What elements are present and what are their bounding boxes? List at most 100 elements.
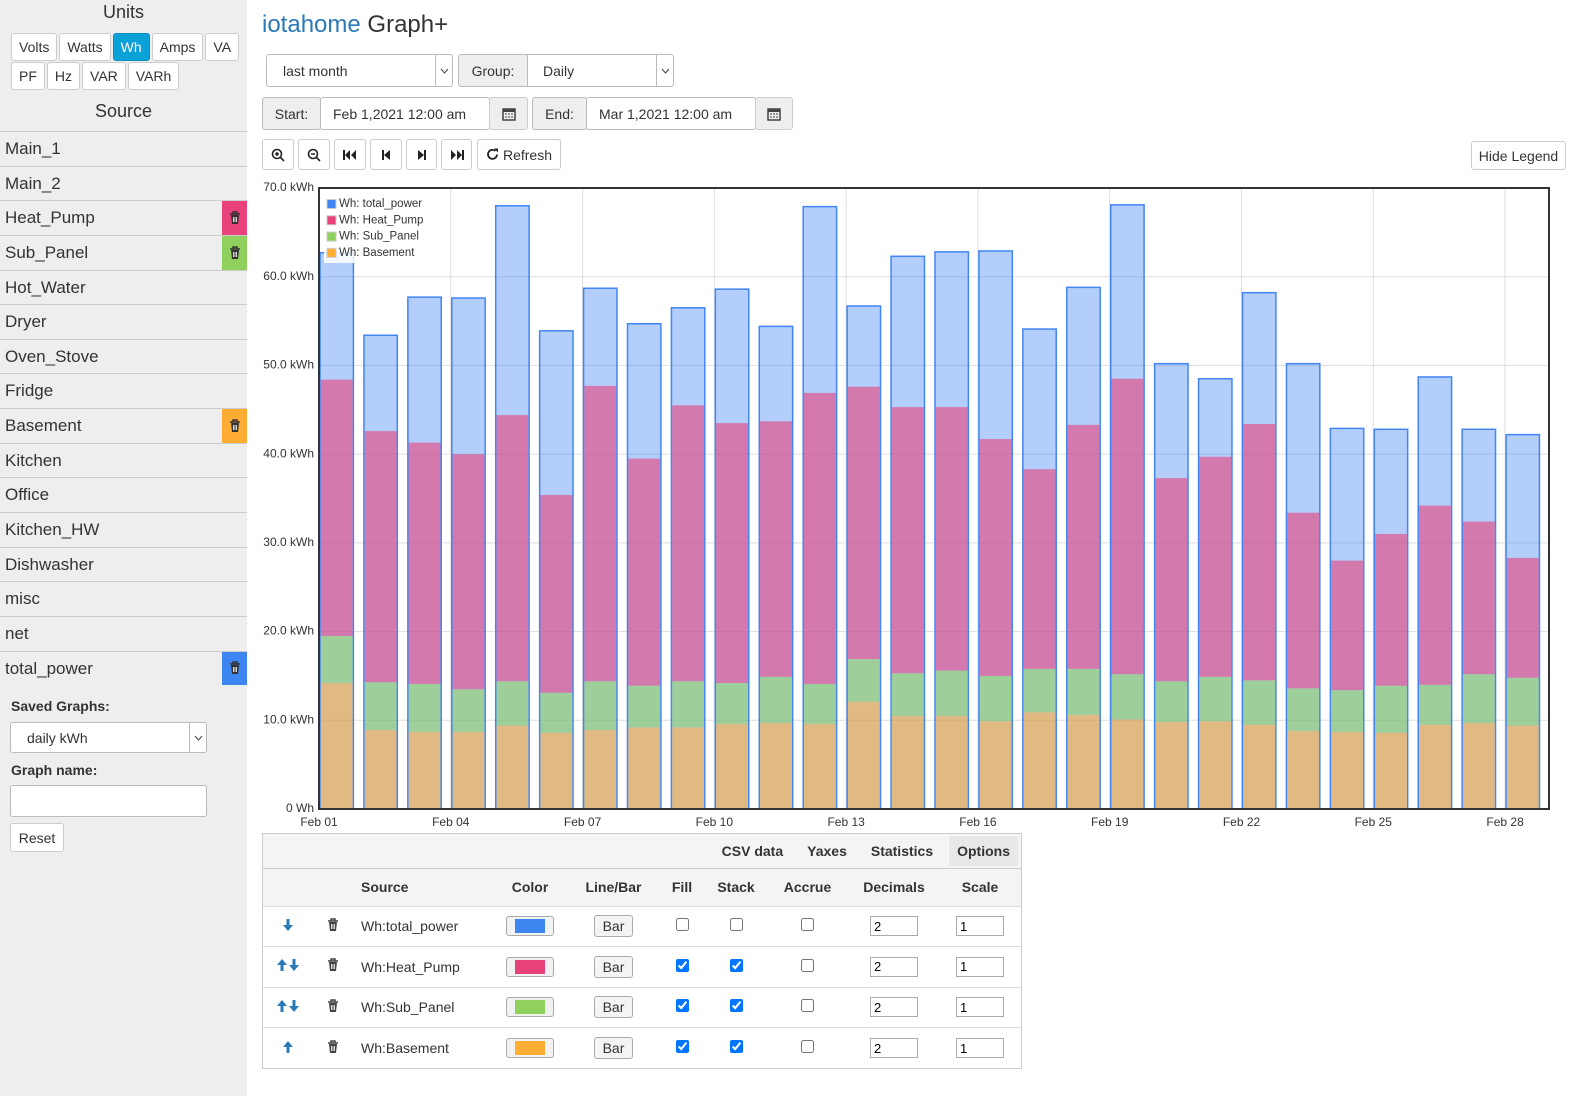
arrow-up[interactable] — [282, 1040, 294, 1054]
bar-segment — [1243, 724, 1276, 809]
first[interactable] — [334, 139, 366, 170]
unit-button[interactable]: Amps — [151, 33, 204, 61]
tab[interactable]: CSV data — [721, 843, 784, 859]
unit-button[interactable]: Volts — [11, 33, 58, 61]
source-item[interactable]: Main_1 — [0, 131, 247, 166]
source-item[interactable]: Kitchen — [0, 442, 247, 478]
delete-source[interactable] — [222, 651, 247, 686]
fill-checkbox[interactable] — [675, 918, 689, 932]
hide-legend-button[interactable]: Hide Legend — [1471, 141, 1566, 170]
delete-source[interactable] — [222, 235, 247, 270]
previous[interactable] — [370, 139, 402, 170]
color-picker[interactable] — [506, 997, 554, 1018]
stack-checkbox[interactable] — [729, 958, 743, 972]
graph-name-input[interactable] — [10, 785, 207, 817]
reset-button[interactable]: Reset — [10, 823, 64, 852]
unit-button[interactable]: Watts — [59, 33, 111, 61]
move-arrows[interactable] — [263, 905, 313, 947]
source-item[interactable]: Kitchen_HW — [0, 512, 247, 547]
tabs: CSV data Yaxes Statistics Options — [263, 834, 1021, 869]
stack-checkbox[interactable] — [729, 918, 743, 932]
accrue-checkbox[interactable] — [801, 1040, 814, 1053]
source-item[interactable]: Dryer — [0, 304, 247, 339]
end-calendar[interactable] — [755, 97, 793, 130]
unit-button[interactable]: PF — [11, 62, 45, 90]
delete-source[interactable] — [222, 409, 247, 443]
source-item[interactable]: Oven_Stove — [0, 338, 247, 374]
start-calendar[interactable] — [489, 97, 528, 130]
line-bar-button[interactable]: Bar — [593, 915, 634, 938]
delete[interactable] — [313, 946, 353, 987]
arrow-down[interactable] — [282, 918, 294, 932]
color-picker[interactable] — [506, 956, 554, 977]
move-arrows[interactable] — [263, 986, 313, 1028]
scale-input[interactable] — [956, 997, 1004, 1018]
source-item[interactable]: Dishwasher — [0, 546, 247, 582]
line-bar-button[interactable]: Bar — [593, 955, 634, 978]
source-item[interactable]: misc — [0, 581, 247, 616]
accrue-checkbox[interactable] — [801, 999, 814, 1013]
decimals-input[interactable] — [870, 956, 918, 977]
source-item[interactable]: total_power — [0, 650, 247, 686]
source-item[interactable]: Heat_Pump — [0, 200, 247, 235]
line-bar-button[interactable]: Bar — [593, 1037, 634, 1059]
bar-segment — [803, 392, 836, 684]
source-item[interactable]: Hot_Water — [0, 269, 247, 305]
scale-input[interactable] — [956, 916, 1004, 937]
accrue-checkbox[interactable] — [801, 958, 814, 972]
scale-input[interactable] — [956, 1038, 1004, 1058]
period-select[interactable]: last month — [266, 54, 453, 87]
source-item[interactable]: Office — [0, 477, 247, 512]
delete[interactable] — [313, 1027, 353, 1068]
arrow-down[interactable] — [288, 999, 300, 1013]
unit-button[interactable]: Hz — [46, 62, 81, 90]
decimals-input[interactable] — [870, 997, 918, 1018]
zoom-out[interactable] — [298, 139, 330, 170]
y-tick-label: 0 Wh — [286, 801, 314, 815]
move-arrows[interactable] — [263, 1027, 313, 1068]
unit-button[interactable]: Wh — [112, 33, 150, 61]
next[interactable] — [406, 139, 437, 170]
rows: Wh:total_powerBarWh:Heat_PumpBarWh:Sub_P… — [263, 905, 1021, 1068]
last[interactable] — [441, 139, 472, 170]
color-picker[interactable] — [506, 1038, 554, 1058]
fill-checkbox[interactable] — [675, 999, 689, 1013]
source-name: Hot_Water — [5, 277, 86, 297]
start-input[interactable]: Feb 1,2021 12:00 am — [320, 97, 490, 130]
tab[interactable]: Statistics — [870, 843, 934, 859]
arrow-up[interactable] — [276, 999, 288, 1013]
tab[interactable]: Options — [949, 836, 1018, 866]
unit-button[interactable]: VAR — [82, 62, 126, 90]
group-select[interactable]: Daily — [527, 54, 674, 87]
stack-checkbox[interactable] — [729, 999, 743, 1013]
saved-graph-select[interactable]: daily kWh — [10, 722, 207, 753]
source-item[interactable]: Fridge — [0, 373, 247, 408]
fill-checkbox[interactable] — [675, 958, 689, 972]
color-swatch — [515, 919, 545, 934]
delete-source[interactable] — [222, 201, 247, 235]
tab[interactable]: Yaxes — [807, 843, 847, 859]
source-item[interactable]: Main_2 — [0, 165, 247, 201]
arrow-down[interactable] — [288, 958, 300, 972]
unit-button[interactable]: VARh — [127, 62, 180, 90]
source-item[interactable]: Sub_Panel — [0, 234, 247, 270]
fill-checkbox[interactable] — [675, 1040, 689, 1053]
source-item[interactable]: net — [0, 615, 247, 651]
zoom-in[interactable] — [262, 139, 294, 170]
decimals-input[interactable] — [870, 1038, 918, 1058]
delete[interactable] — [313, 986, 353, 1028]
arrow-up[interactable] — [276, 958, 288, 972]
brand: iotahome — [262, 11, 361, 38]
color-picker[interactable] — [506, 916, 554, 937]
stack-checkbox[interactable] — [729, 1040, 743, 1053]
delete[interactable] — [313, 905, 353, 947]
unit-button[interactable]: VA — [205, 33, 240, 61]
decimals-input[interactable] — [870, 916, 918, 937]
scale-input[interactable] — [956, 956, 1004, 977]
end-input[interactable]: Mar 1,2021 12:00 am — [586, 97, 756, 130]
source-item[interactable]: Basement — [0, 408, 247, 443]
accrue-checkbox[interactable] — [801, 918, 814, 932]
line-bar-button[interactable]: Bar — [593, 996, 634, 1019]
refresh-button[interactable]: Refresh — [477, 139, 561, 170]
move-arrows[interactable] — [263, 946, 313, 987]
